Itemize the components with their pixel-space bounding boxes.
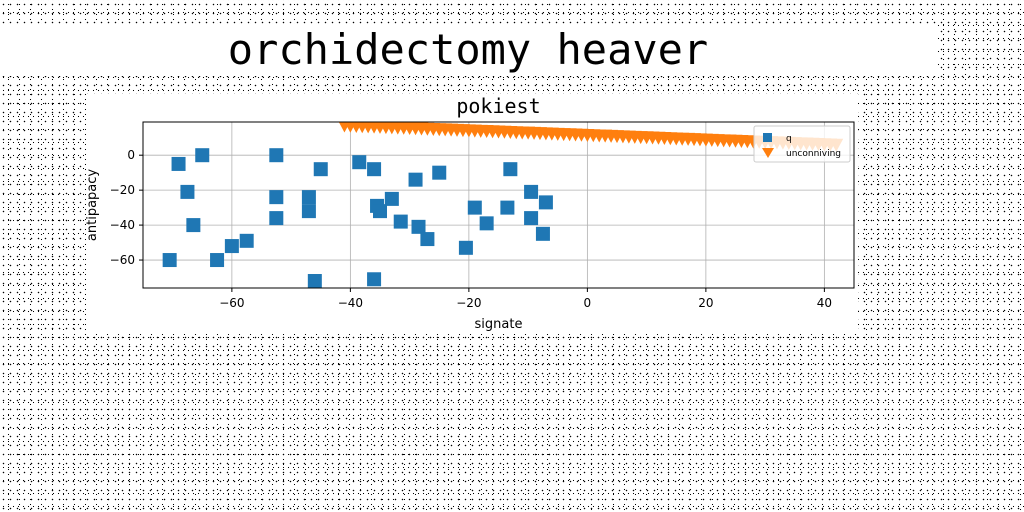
data-point-q [524,211,539,226]
x-tick-label: −20 [456,296,481,310]
data-point-q [432,165,447,180]
chart-title: pokiest [456,94,540,118]
y-tick-label: −20 [110,183,135,197]
data-point-q [367,162,382,177]
data-point-q [458,240,473,255]
data-point-q [535,226,550,241]
data-point-q [524,184,539,199]
data-point-q [313,162,328,177]
legend-marker-q [763,133,772,142]
x-tick-label: −60 [219,296,244,310]
data-point-q [467,200,482,215]
axes-frame [142,121,855,289]
data-point-q [503,162,518,177]
legend-label-unconniving: unconniving [786,149,841,159]
data-point-q [269,190,284,205]
data-point-q [210,253,225,268]
x-tick-label: −40 [338,296,363,310]
y-tick-label: 0 [127,148,135,162]
y-axis-label: antipapacy [85,169,100,241]
legend-marker-unconniving [762,148,774,158]
data-point-q [195,148,210,163]
data-point-q [186,218,201,233]
legend-label-q: q [786,134,792,144]
data-point-q [479,216,494,231]
page-title: orchidectomy heaver [0,24,936,76]
data-point-q [269,148,284,163]
legend-box [753,125,851,163]
y-tick-label: −60 [110,253,135,267]
data-point-q [373,204,387,219]
data-point-q [420,232,435,247]
data-point-q [180,184,195,199]
data-point-q [301,204,316,219]
x-tick-label: 0 [584,296,592,310]
data-point-q [307,274,322,288]
data-point-q [224,239,239,254]
x-axis-label: signate [475,317,523,332]
data-point-q [367,272,382,287]
data-point-q [411,219,426,234]
data-point-q [301,190,316,205]
data-point-q [352,155,367,170]
data-point-q [239,233,254,248]
data-point-q [384,191,399,206]
y-tick-label: −40 [110,218,135,232]
x-tick-label: 20 [698,296,713,310]
data-point-q [500,200,515,215]
data-point-q [171,156,186,171]
data-point-q [162,253,177,268]
legend: q unconniving [753,125,851,163]
data-point-q [408,172,423,187]
x-tick-label: 40 [817,296,832,310]
data-point-q [269,211,284,226]
data-point-q [393,214,408,229]
data-point-q [538,195,553,210]
